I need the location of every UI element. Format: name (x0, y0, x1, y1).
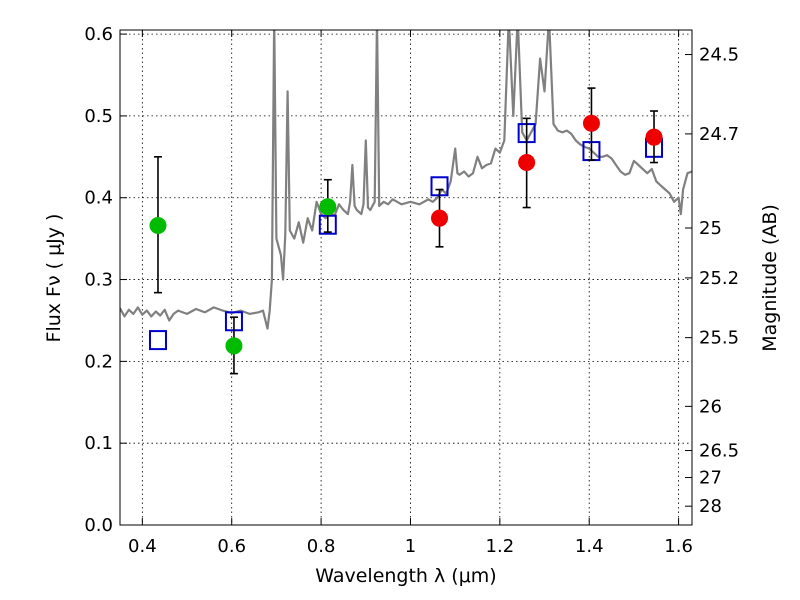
x-tick-label: 1.4 (575, 536, 604, 557)
x-tick-label: 0.8 (307, 536, 336, 557)
x-axis-label: Wavelength λ (μm) (315, 565, 496, 587)
y-tick-label: 0.6 (84, 24, 113, 45)
grid-lines (120, 30, 692, 526)
plot-area (120, 30, 692, 330)
x-tick-label: 0.6 (217, 536, 246, 557)
plot-frame (119, 29, 693, 526)
right-tick-label: 25.5 (699, 328, 739, 349)
right-tick-label: 27 (699, 468, 722, 489)
observed-point-red (518, 154, 536, 172)
x-tick-label: 1.2 (486, 536, 515, 557)
spectrum-line (120, 30, 692, 330)
y-tick-label: 0.1 (84, 433, 113, 454)
right-tick-label: 26.5 (699, 441, 739, 462)
x-tick-label: 1.6 (664, 536, 693, 557)
observed-point-green (225, 337, 243, 355)
axis-ticks: 0.4 0.6 0.8 1 1.2 1.4 1.6 0.0 0.1 0.2 0.3 0.4 0.5 0.6… (84, 24, 739, 557)
right-tick-label: 24.7 (699, 124, 739, 145)
y-tick-label: 0.0 (84, 515, 113, 536)
observed-point-red (431, 209, 449, 227)
y-tick-label: 0.3 (84, 270, 113, 291)
observed-point-red (645, 128, 663, 146)
y-tick-label: 0.2 (84, 351, 113, 372)
observed-point-green (319, 198, 337, 216)
y-tick-label: 0.4 (84, 188, 113, 209)
marker-layer (148, 87, 664, 375)
observed-point-green (149, 217, 167, 235)
right-axis-label: Magnitude (AB) (759, 204, 781, 352)
model-point-square (148, 330, 167, 351)
right-tick-label: 26 (699, 396, 722, 417)
right-tick-label: 25.2 (699, 268, 739, 289)
x-tick-label: 0.4 (128, 536, 157, 557)
observed-point-red (582, 114, 600, 132)
y-tick-label: 0.5 (84, 106, 113, 127)
right-tick-label: 24.5 (699, 45, 739, 66)
right-tick-label: 28 (699, 496, 722, 517)
right-tick-label: 25 (699, 218, 722, 239)
y-axis-label: Flux Fν ( μJy ) (43, 214, 65, 343)
x-tick-label: 1 (405, 536, 416, 557)
